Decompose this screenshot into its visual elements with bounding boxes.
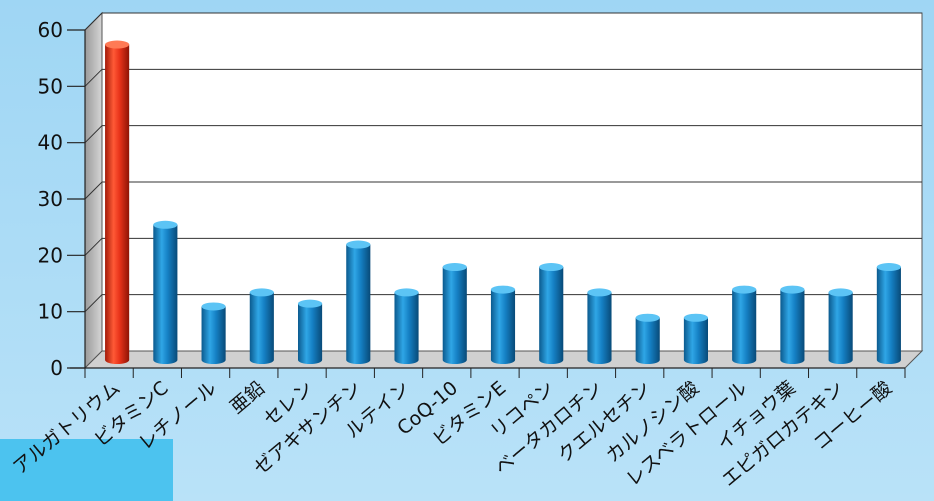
bar — [346, 240, 371, 364]
y-tick-label: 30 — [38, 187, 63, 211]
bar-body — [105, 44, 130, 365]
bar-cap — [394, 288, 419, 297]
bar-cap — [249, 288, 274, 297]
bar-cap — [490, 285, 516, 294]
y-tick-label: 40 — [38, 131, 63, 155]
bar-body — [732, 289, 757, 364]
y-tick-label: 0 — [50, 356, 63, 380]
gridline — [84, 237, 922, 256]
bar — [153, 220, 178, 364]
bar-cap — [828, 288, 853, 297]
bar-body — [394, 292, 419, 364]
bar-body — [828, 292, 853, 364]
bar — [539, 263, 564, 364]
gridline — [84, 294, 922, 313]
bar-body — [201, 306, 226, 364]
bar-body — [442, 267, 467, 364]
bar — [732, 285, 757, 364]
bar-body — [490, 289, 516, 364]
bar-cap — [780, 285, 805, 294]
bar-body — [298, 303, 323, 364]
y-tick-label: 50 — [38, 74, 63, 98]
bar-body — [153, 224, 178, 364]
bar — [249, 288, 274, 364]
bar — [683, 313, 708, 364]
bar-body — [635, 317, 660, 364]
bar-body — [346, 244, 371, 364]
bar-body — [539, 267, 564, 364]
bar-body — [587, 292, 612, 364]
bar — [828, 288, 853, 364]
bar-cap — [635, 313, 660, 322]
bar — [394, 288, 419, 364]
bar — [635, 313, 660, 364]
bar-cap — [442, 263, 467, 272]
bar-cap — [153, 220, 178, 229]
gridline — [84, 12, 922, 31]
gridline — [84, 181, 922, 200]
bar — [490, 285, 516, 364]
y-tick-label: 10 — [38, 300, 63, 324]
highlight-label-background — [0, 439, 173, 501]
bar — [105, 40, 130, 365]
bar — [201, 302, 226, 364]
bar — [876, 263, 901, 364]
y-tick-label: 60 — [38, 18, 63, 42]
bar — [442, 263, 467, 364]
bar-cap — [587, 288, 612, 297]
bar — [587, 288, 612, 364]
bar-cap — [539, 263, 564, 272]
y-tick-label: 20 — [38, 243, 63, 267]
bar-cap — [683, 313, 708, 322]
bar-cap — [876, 263, 901, 272]
bars — [105, 40, 901, 365]
bar-cap — [105, 40, 130, 49]
bar-cap — [298, 299, 323, 308]
bar-cap — [732, 285, 757, 294]
bar-body — [876, 267, 901, 364]
bar-cap — [201, 302, 226, 311]
bar-cap — [346, 240, 371, 249]
bar-body — [683, 317, 708, 364]
bar — [298, 299, 323, 364]
gridline — [84, 68, 922, 87]
bar-body — [249, 292, 274, 364]
gridline — [84, 125, 922, 144]
bar — [780, 285, 805, 364]
bar-body — [780, 289, 805, 364]
